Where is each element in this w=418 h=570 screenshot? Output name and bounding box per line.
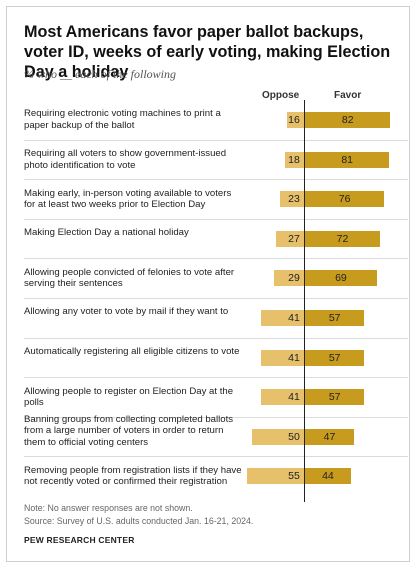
oppose-bar <box>261 389 304 406</box>
row-separator <box>24 218 408 220</box>
row-separator <box>24 298 408 299</box>
category-label: Requiring electronic voting machines to … <box>24 108 221 131</box>
row-separator <box>24 456 408 458</box>
row-separator <box>24 179 408 181</box>
favor-bar <box>305 468 351 485</box>
row-separator <box>24 139 408 141</box>
oppose-value-label: 55 <box>288 470 300 483</box>
oppose-value-label: 41 <box>288 312 300 324</box>
brand-label: PEW RESEARCH CENTER <box>24 535 135 545</box>
oppose-bar <box>287 112 304 128</box>
oppose-bar <box>275 230 304 247</box>
oppose-value-label: 27 <box>288 232 300 245</box>
favor-value-label: 72 <box>336 232 349 245</box>
favor-bar <box>305 112 391 128</box>
chart-card: Most Americans favor paper ballot backup… <box>6 6 410 562</box>
favor-column-header: Favor <box>334 90 362 101</box>
chart-subtitle: % who __ each of the following <box>24 67 176 81</box>
oppose-bar <box>280 191 304 208</box>
favor-value-label: 81 <box>341 153 354 166</box>
oppose-column-header: Oppose <box>262 90 300 101</box>
favor-value-label: 76 <box>338 193 351 206</box>
favor-value-label: 57 <box>328 351 341 364</box>
category-label: Making early, in-person voting available… <box>24 187 232 211</box>
oppose-bar <box>261 310 304 326</box>
category-label: Allowing any voter to vote by mail if th… <box>24 306 229 318</box>
favor-value-label: 57 <box>328 312 341 324</box>
oppose-value-label: 50 <box>288 430 300 443</box>
oppose-value-label: 18 <box>288 153 300 166</box>
center-axis-line <box>304 100 305 502</box>
oppose-value-label: 16 <box>288 114 300 126</box>
favor-value-label: 44 <box>322 470 334 483</box>
oppose-value-label: 23 <box>288 193 300 206</box>
favor-value-label: 82 <box>341 114 354 126</box>
oppose-bar <box>261 349 304 366</box>
row-separator <box>24 337 408 339</box>
favor-value-label: 69 <box>335 272 347 285</box>
row-separator <box>24 377 408 379</box>
favor-bar <box>305 310 365 326</box>
category-label: Requiring all voters to show government-… <box>24 148 227 171</box>
chart-note: Note: No answer responses are not shown. <box>24 503 193 513</box>
category-label: Making Election Day a national holiday <box>24 227 189 239</box>
favor-bar <box>305 151 390 168</box>
chart-source: Source: Survey of U.S. adults conducted … <box>24 516 254 526</box>
oppose-bar <box>273 270 304 287</box>
favor-bar <box>305 389 365 406</box>
favor-bar <box>305 270 377 287</box>
oppose-value-label: 41 <box>288 351 300 364</box>
category-label: Automatically registering all eligible c… <box>24 346 240 357</box>
category-label: Removing people from registration lists … <box>24 464 242 488</box>
category-label: Allowing people convicted of felonies to… <box>24 266 235 290</box>
oppose-bar <box>246 468 304 485</box>
favor-value-label: 57 <box>328 391 341 404</box>
favor-bar <box>305 191 385 208</box>
favor-bar <box>305 428 354 445</box>
chart-title: Most Americans favor paper ballot backup… <box>24 23 391 81</box>
category-label: Banning groups from collecting completed… <box>24 413 234 448</box>
oppose-value-label: 41 <box>288 391 300 404</box>
row-separator <box>24 416 408 418</box>
row-separator <box>24 258 408 260</box>
oppose-value-label: 29 <box>288 272 300 285</box>
favor-value-label: 47 <box>323 430 336 443</box>
category-label: Allowing people to register on Election … <box>24 385 234 409</box>
oppose-bar <box>285 151 304 168</box>
favor-bar <box>305 230 381 247</box>
favor-bar <box>305 349 365 366</box>
oppose-bar <box>251 428 304 445</box>
